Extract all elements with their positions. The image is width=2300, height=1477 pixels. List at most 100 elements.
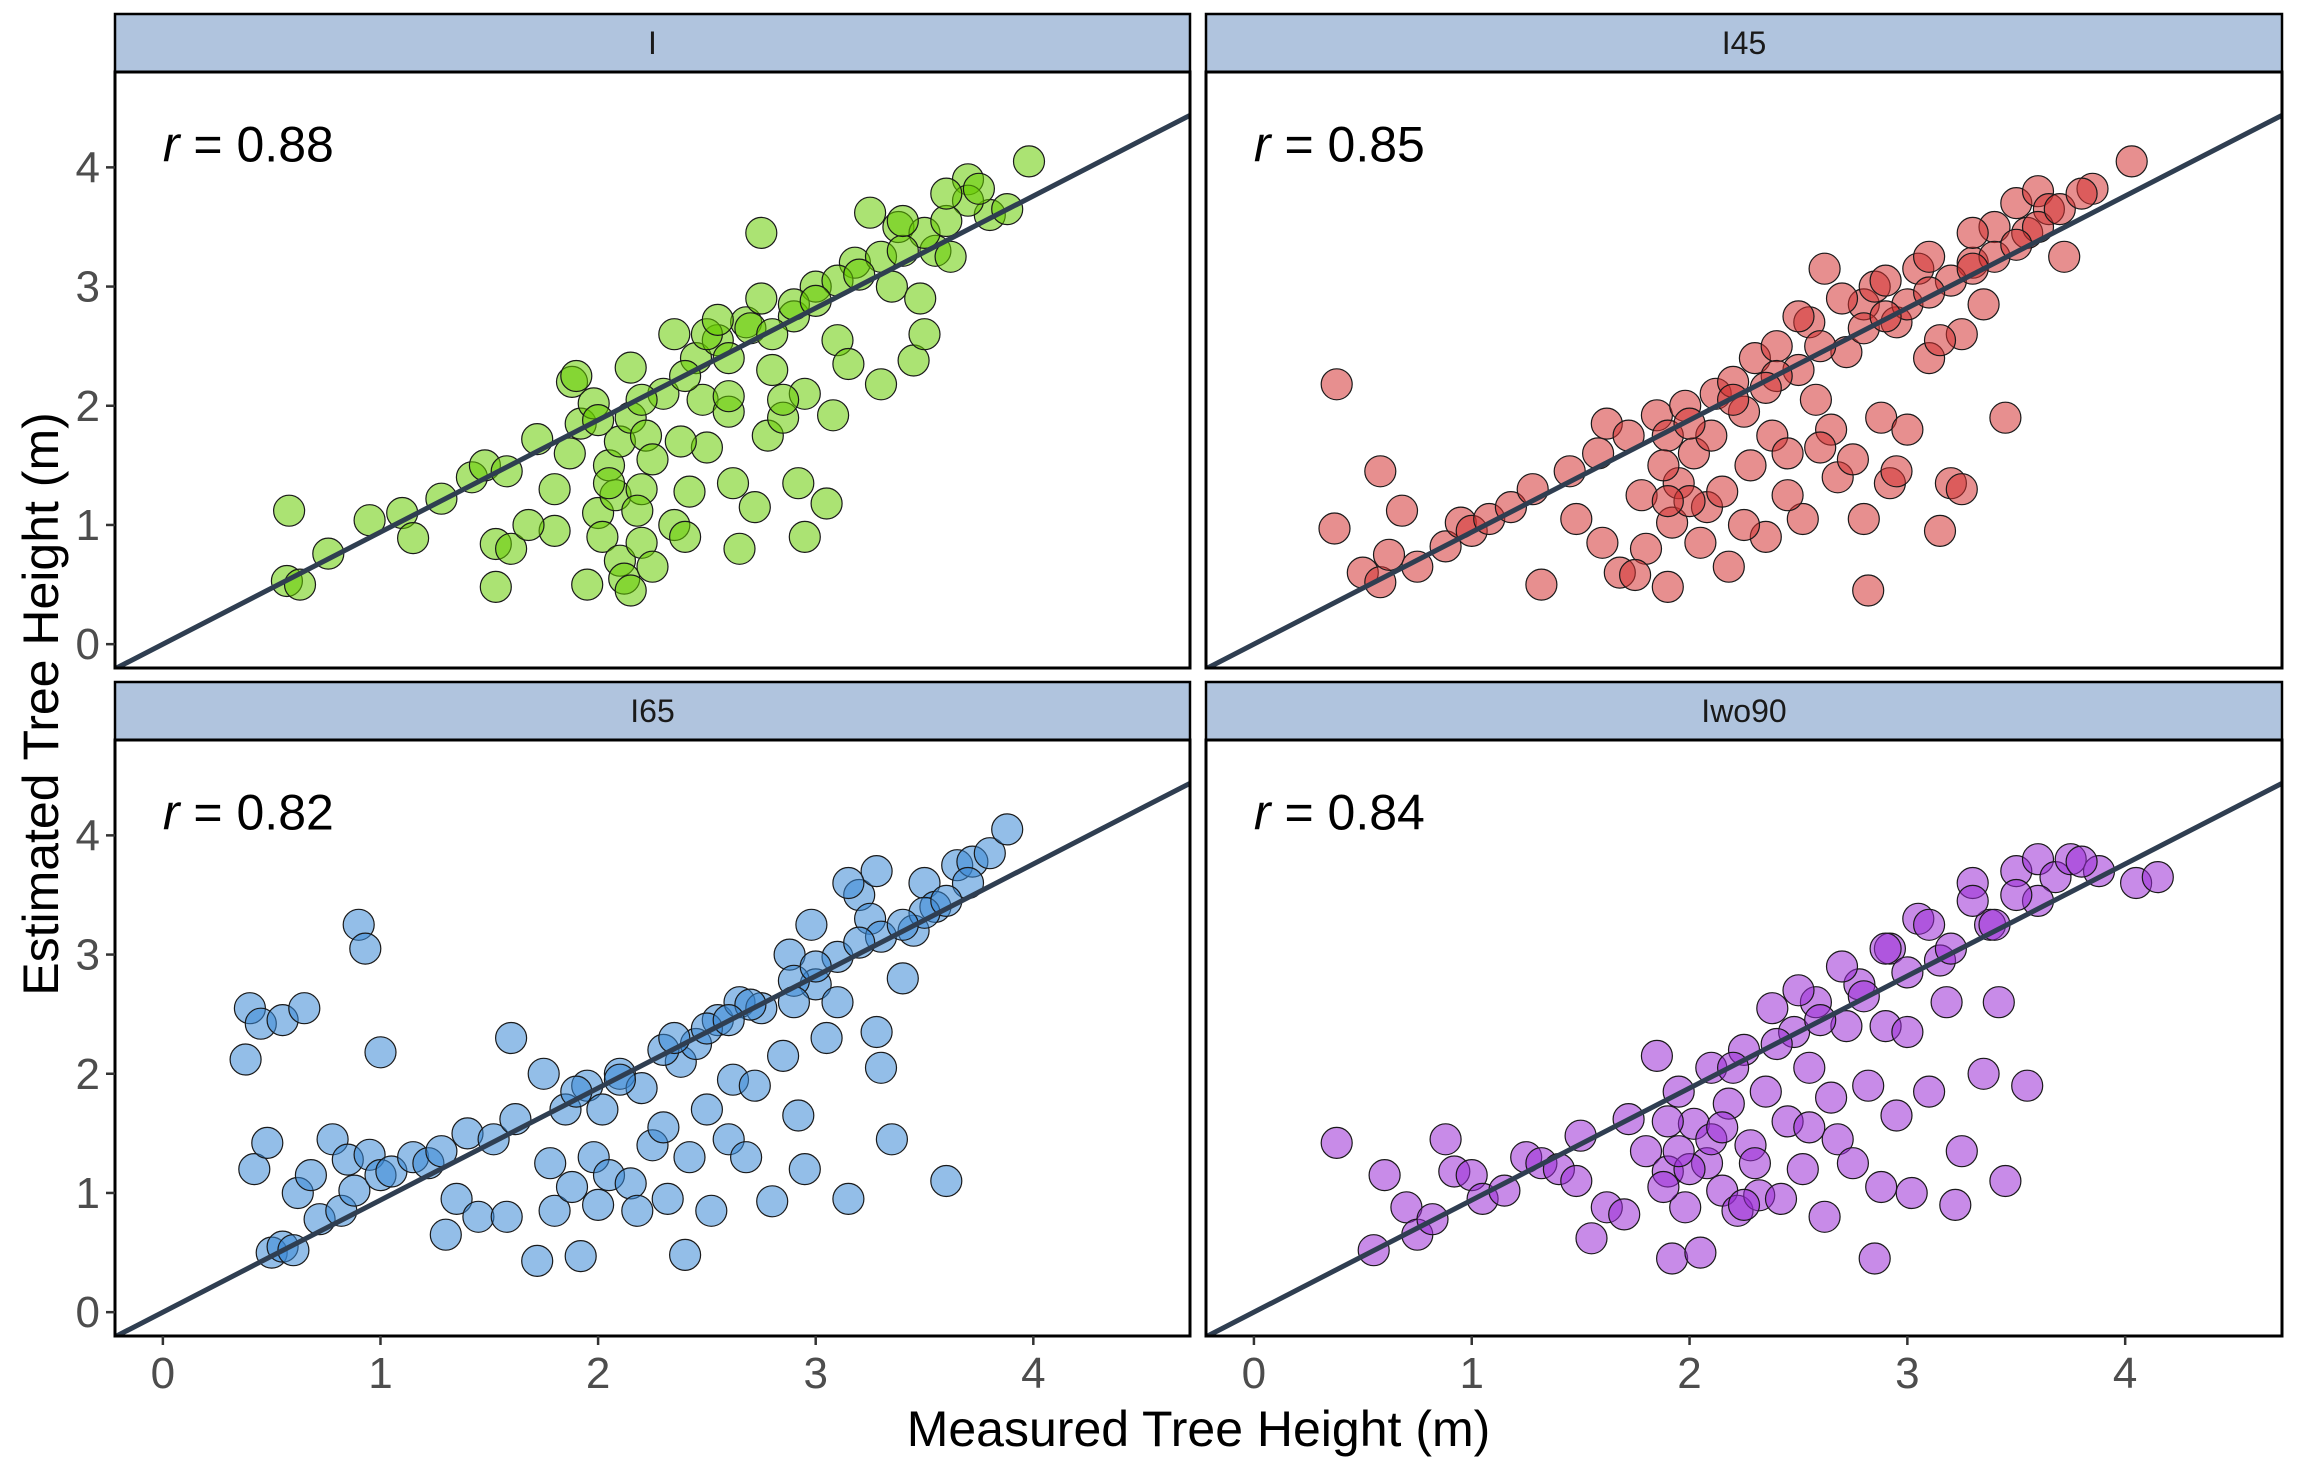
panel-i65: I65 r = 0.82 0 1 2 3 4 0 1 2 3 4	[76, 680, 1192, 1398]
data-point	[1318, 512, 1351, 545]
data-point	[1956, 216, 1989, 249]
correlation-value: = 0.88	[180, 117, 334, 173]
data-point	[1808, 1200, 1841, 1233]
data-point	[555, 1170, 589, 1204]
data-point	[832, 866, 865, 900]
data-point	[651, 1182, 684, 1216]
x-tick-label: 2	[586, 1349, 610, 1398]
data-point	[1804, 431, 1837, 464]
data-point	[788, 1152, 821, 1186]
data-point	[1651, 485, 1684, 518]
data-point	[1727, 1188, 1761, 1222]
x-tick-label: 0	[1242, 1349, 1266, 1398]
data-point	[930, 1164, 963, 1198]
data-point	[1560, 502, 1593, 536]
data-point	[273, 494, 306, 527]
data-point	[1320, 1126, 1353, 1160]
data-point	[712, 380, 745, 413]
data-point	[564, 1239, 597, 1273]
data-point	[1923, 324, 1957, 357]
data-point	[658, 318, 691, 351]
data-point	[1786, 1152, 1819, 1186]
data-point	[1706, 1111, 1739, 1144]
panel-frame	[1204, 738, 2284, 1338]
data-point	[1629, 1135, 1663, 1168]
data-point	[1764, 1182, 1798, 1216]
data-point	[1651, 1105, 1684, 1138]
data-point	[1814, 1081, 1848, 1114]
data-point	[832, 347, 865, 381]
x-tick-label: 3	[1895, 1349, 1919, 1398]
data-point	[238, 1152, 271, 1186]
data-point	[864, 368, 898, 401]
data-point	[349, 932, 382, 965]
data-point	[962, 172, 996, 205]
data-point	[251, 1126, 284, 1160]
y-axis-title: Estimated Tree Height (m)	[13, 412, 69, 996]
data-point	[534, 1147, 567, 1180]
data-point	[745, 282, 778, 315]
data-point	[521, 1244, 554, 1278]
data-point	[930, 204, 963, 238]
data-point	[1734, 449, 1767, 482]
data-point	[527, 1057, 560, 1090]
data-point	[860, 1015, 893, 1049]
data-point	[614, 574, 647, 607]
data-point	[1651, 570, 1684, 604]
fit-line	[115, 781, 1190, 1336]
correlation-symbol: r	[163, 785, 182, 841]
data-point	[1836, 1147, 1870, 1180]
data-point	[1727, 508, 1761, 542]
data-point	[886, 204, 919, 238]
data-point	[821, 986, 854, 1019]
data-point	[2115, 145, 2148, 178]
data-point	[1669, 1191, 1702, 1224]
data-point	[1923, 514, 1957, 548]
x-tick-label: 2	[1677, 1349, 1701, 1398]
data-point	[810, 1021, 843, 1055]
data-point	[538, 1194, 571, 1227]
data-point	[1895, 1176, 1928, 1210]
data-point	[1756, 992, 1789, 1025]
points-group	[1320, 843, 2174, 1275]
y-tick-label: 2	[76, 1050, 100, 1099]
data-point	[338, 1174, 371, 1207]
data-point	[690, 1093, 724, 1126]
data-point	[864, 1051, 898, 1084]
data-point	[1525, 568, 1558, 601]
data-point	[288, 992, 321, 1025]
y-tick-label: 0	[76, 1288, 100, 1337]
data-point	[1869, 932, 1902, 965]
correlation-value: = 0.85	[1271, 117, 1425, 173]
fit-line	[1206, 781, 2282, 1336]
facet-strip	[113, 680, 1192, 742]
data-point	[586, 1093, 619, 1126]
y-tick-label: 3	[76, 931, 100, 980]
data-point	[647, 1111, 680, 1144]
data-point	[1662, 1135, 1695, 1168]
data-point	[1891, 413, 1924, 446]
data-point	[1825, 282, 1859, 315]
data-point	[614, 1167, 647, 1200]
data-point	[614, 351, 647, 384]
data-point	[756, 353, 789, 387]
data-point	[1647, 449, 1680, 482]
data-point	[1364, 455, 1397, 488]
correlation-label: r = 0.85	[1254, 117, 1425, 173]
data-point	[621, 1194, 654, 1227]
data-point	[462, 1200, 495, 1233]
y-tick-label: 0	[76, 620, 100, 669]
data-point	[930, 177, 963, 210]
data-point	[1799, 383, 1833, 416]
data-point	[1771, 479, 1804, 512]
data-point	[810, 487, 843, 520]
data-point	[1880, 455, 1913, 488]
data-point	[1771, 437, 1804, 470]
data-point	[782, 1099, 815, 1132]
points-group	[229, 813, 1024, 1278]
facet-strip-label: I	[648, 25, 657, 61]
data-point	[495, 532, 528, 565]
data-point	[1869, 264, 1902, 297]
